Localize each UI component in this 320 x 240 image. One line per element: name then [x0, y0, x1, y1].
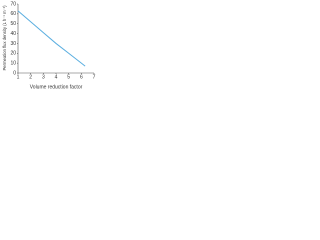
data-line — [17, 10, 86, 67]
x-tick-label: 5 — [67, 74, 70, 80]
y-tick-label: 60 — [10, 11, 16, 17]
x-tick-label: 6 — [80, 74, 83, 80]
y-tick-label: 0 — [13, 70, 16, 76]
y-tick-label: 50 — [10, 21, 16, 27]
x-tick-label: 3 — [42, 74, 45, 80]
y-tick-label: 30 — [10, 41, 16, 47]
x-tick-label: 1 — [17, 74, 20, 80]
y-tick-label: 40 — [10, 31, 16, 37]
x-tick-label: 7 — [93, 74, 96, 80]
y-tick-label: 10 — [10, 60, 16, 66]
y-tick-label: 70 — [10, 1, 16, 7]
chart: Volume reduction factor Permeation flux … — [2, 1, 96, 90]
y-tick-label: 20 — [10, 51, 16, 57]
y-axis-title: Permeation flux density (L h⁻¹ m⁻²) — [2, 5, 7, 71]
x-tick-label: 2 — [29, 74, 32, 80]
x-tick-label: 4 — [55, 74, 58, 80]
x-axis-title: Volume reduction factor — [30, 84, 83, 90]
